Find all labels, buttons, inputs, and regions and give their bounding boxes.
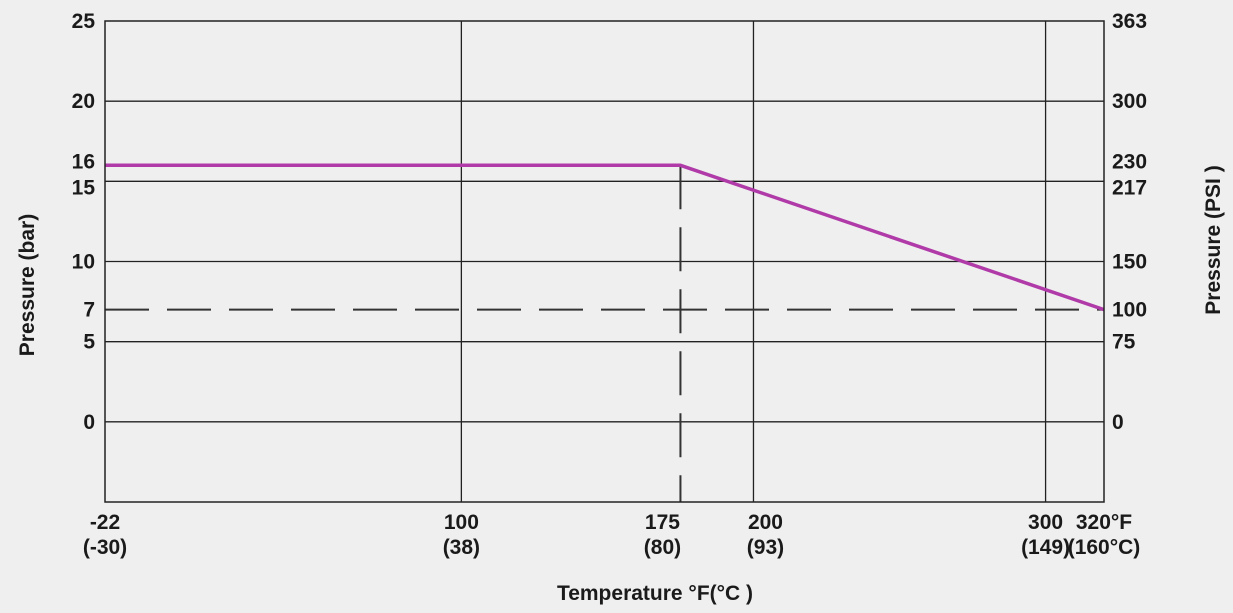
x-tick-label-celsius: (80) — [644, 536, 681, 559]
y-left-tick-label: 15 — [72, 176, 96, 199]
plot-border — [104, 20, 1105, 503]
x-tick-label-fahrenheit: 320°F — [1076, 511, 1132, 534]
x-axis-title: Temperature °F(°C ) — [557, 582, 753, 605]
y-right-tick-label: 100 — [1112, 299, 1147, 322]
x-tick-label-fahrenheit: 175 — [645, 511, 680, 534]
y-right-tick-label: 300 — [1112, 90, 1147, 113]
x-tick-label-celsius: (38) — [443, 536, 480, 559]
y-left-tick-label: 0 — [83, 411, 95, 434]
x-tick-label-fahrenheit: 200 — [748, 511, 783, 534]
y-left-axis-title: Pressure (bar) — [16, 214, 39, 356]
y-right-tick-label: 75 — [1112, 331, 1136, 354]
x-tick-label-fahrenheit: 300 — [1028, 511, 1063, 534]
y-left-tick-label: 16 — [72, 150, 95, 173]
y-right-tick-labels: 363 300 230 217 150 100 75 0 — [1112, 10, 1147, 434]
y-left-tick-labels: 25 20 16 15 10 7 5 0 — [72, 10, 96, 434]
x-tick-label-celsius: (-30) — [83, 536, 127, 559]
reference-lines — [105, 165, 1104, 502]
y-right-axis-title: Pressure (PSI ) — [1202, 165, 1225, 314]
y-left-tick-label: 25 — [72, 10, 96, 33]
x-tick-labels: -22(-30) 100(38) 175(80) 200(93) 300(149) 320… — [83, 511, 1140, 559]
y-left-tick-label: 5 — [83, 331, 95, 354]
plot-frame — [104, 20, 1105, 503]
grid-layer — [105, 21, 1104, 502]
series-line — [105, 163, 1105, 312]
x-tick-label-fahrenheit: -22 — [90, 511, 120, 534]
y-left-tick-label: 7 — [83, 299, 95, 322]
y-left-tick-label: 10 — [72, 251, 95, 274]
y-right-tick-label: 0 — [1112, 411, 1124, 434]
y-right-tick-label: 363 — [1112, 10, 1147, 33]
x-tick-label-celsius: (149) — [1021, 536, 1070, 559]
y-right-tick-label: 150 — [1112, 251, 1147, 274]
y-left-tick-label: 20 — [72, 90, 95, 113]
x-tick-label-celsius: (160°C) — [1068, 536, 1141, 559]
x-tick-label-fahrenheit: 100 — [444, 511, 479, 534]
series-layer — [105, 163, 1105, 312]
x-tick-label-celsius: (93) — [747, 536, 784, 559]
y-right-tick-label: 230 — [1112, 150, 1147, 173]
y-right-tick-label: 217 — [1112, 176, 1147, 199]
